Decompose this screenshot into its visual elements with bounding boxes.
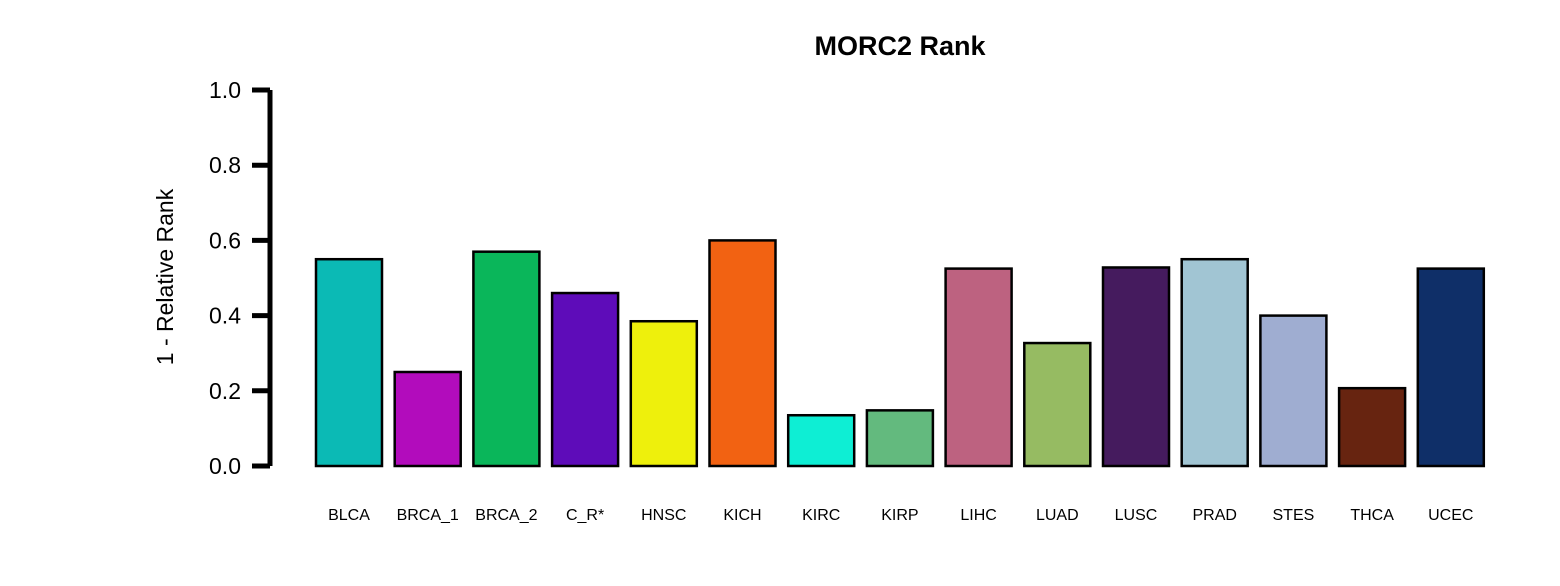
- x-tick-label: PRAD: [1192, 507, 1236, 524]
- x-tick-label: KICH: [723, 507, 761, 524]
- bar-kirc: [786, 413, 856, 468]
- bar-lusc: [1101, 266, 1171, 468]
- y-axis-ticks: 0.0 0.2 0.4 0.6 0.8 1.0: [209, 77, 270, 479]
- bar-brca-1: [393, 370, 462, 468]
- bar-thca: [1337, 386, 1407, 468]
- bar-stes: [1259, 314, 1328, 468]
- bar-blca: [314, 257, 384, 468]
- y-axis-label: 1 - Relative Rank: [152, 188, 178, 365]
- bar-luad: [1023, 341, 1092, 468]
- y-tick-label: 1.0: [209, 77, 241, 103]
- y-tick-label: 0.6: [209, 227, 241, 253]
- y-tick-label: 0.0: [209, 453, 241, 479]
- x-tick-label: KIRP: [881, 507, 918, 524]
- x-tick-label: LUAD: [1036, 507, 1079, 524]
- x-tick-label: UCEC: [1428, 507, 1473, 524]
- bars-group: [314, 239, 1486, 468]
- bar-ucec: [1416, 267, 1486, 468]
- bar-brca-2: [472, 250, 541, 468]
- bar-lihc: [944, 267, 1013, 468]
- x-tick-label: THCA: [1350, 507, 1394, 524]
- x-tick-label: BLCA: [328, 507, 370, 524]
- x-tick-label: KIRC: [802, 507, 840, 524]
- bar-hnsc: [629, 319, 699, 468]
- x-tick-label: LIHC: [960, 507, 996, 524]
- y-tick-label: 0.8: [209, 152, 241, 178]
- bar-prad: [1180, 257, 1249, 468]
- bar-kich: [708, 239, 777, 468]
- x-tick-label: BRCA_2: [475, 507, 537, 524]
- x-tick-label: LUSC: [1115, 507, 1158, 524]
- chart-title: MORC2 Rank: [814, 31, 986, 61]
- x-tick-label: STES: [1273, 507, 1315, 524]
- y-tick-label: 0.2: [209, 378, 241, 404]
- x-axis-labels: BLCA BRCA_1 BRCA_2 C_R* HNSC KICH KIRC KIRP LIHC…: [328, 507, 1473, 524]
- x-tick-label: C_R*: [566, 507, 604, 524]
- y-tick-label: 0.4: [209, 303, 241, 329]
- x-tick-label: BRCA_1: [397, 507, 459, 524]
- x-tick-label: HNSC: [641, 507, 686, 524]
- bar-kirp: [865, 409, 935, 468]
- bar-c-r: [550, 291, 620, 468]
